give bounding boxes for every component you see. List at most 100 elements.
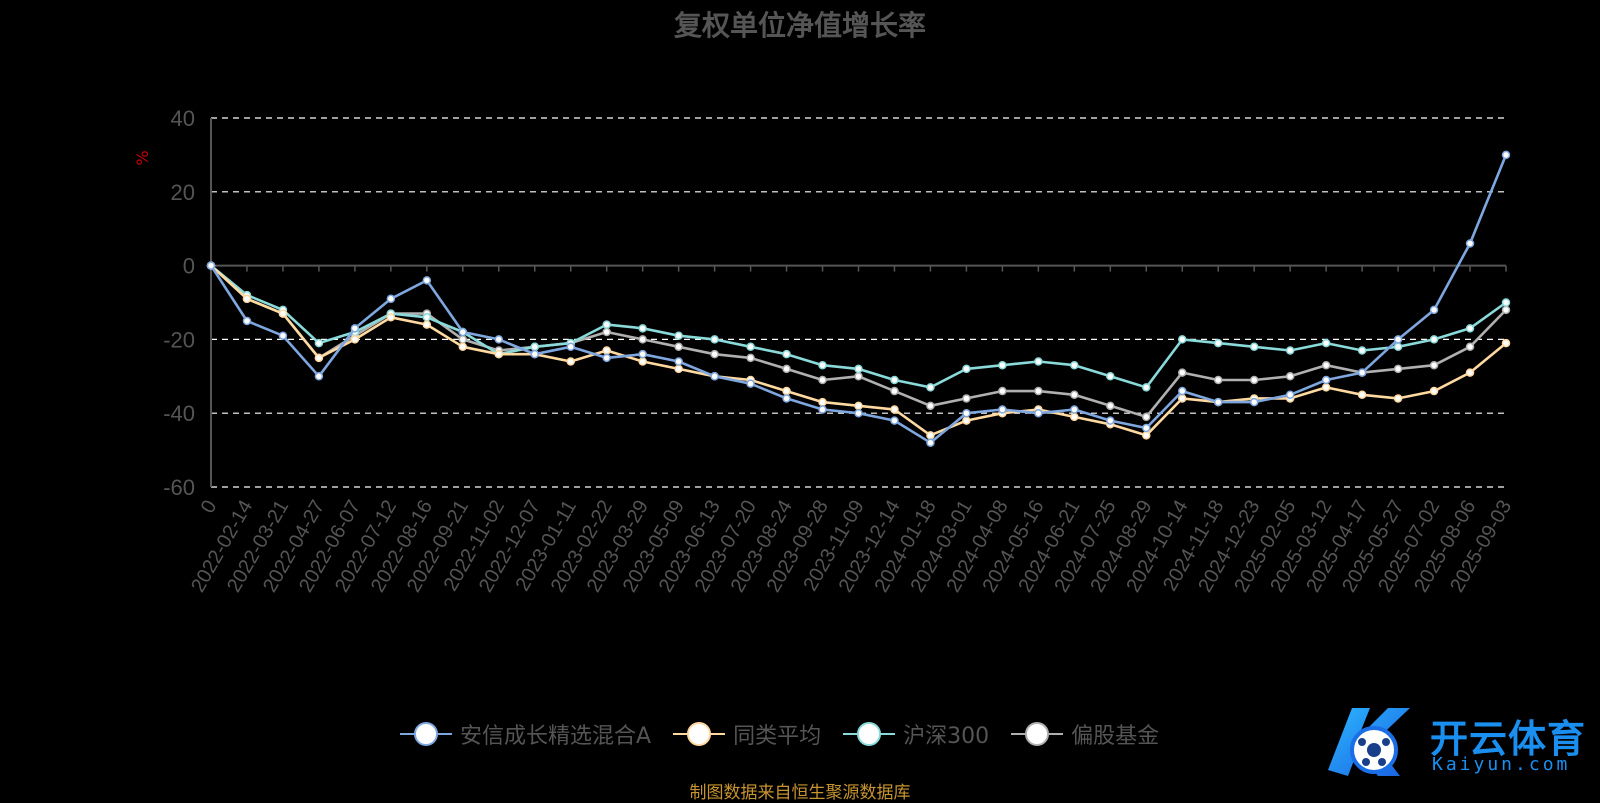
data-point bbox=[1070, 405, 1079, 414]
data-point bbox=[926, 438, 935, 447]
data-point bbox=[1034, 357, 1043, 366]
data-point bbox=[242, 294, 252, 304]
data-point bbox=[638, 357, 647, 366]
data-point bbox=[890, 375, 899, 385]
data-point bbox=[1249, 397, 1259, 407]
data-point bbox=[1429, 360, 1439, 370]
data-point bbox=[566, 342, 575, 352]
data-point bbox=[890, 416, 899, 425]
data-point bbox=[1465, 239, 1475, 248]
data-point bbox=[1429, 335, 1439, 344]
data-point bbox=[746, 342, 755, 352]
data-point bbox=[494, 349, 504, 359]
data-point bbox=[638, 335, 647, 344]
data-point bbox=[566, 357, 575, 366]
y-tick-label: 40 bbox=[171, 106, 195, 131]
series-line bbox=[209, 154, 1508, 445]
data-point bbox=[818, 375, 827, 385]
data-point bbox=[1465, 324, 1475, 333]
data-point bbox=[1465, 368, 1475, 377]
data-point bbox=[1142, 383, 1151, 392]
data-point bbox=[1393, 364, 1403, 374]
data-point bbox=[674, 331, 683, 340]
data-point bbox=[674, 364, 683, 374]
legend-item-peer-average[interactable]: 同类平均 bbox=[673, 718, 821, 750]
data-point bbox=[710, 349, 719, 359]
data-point bbox=[1501, 338, 1511, 348]
data-point bbox=[350, 324, 360, 333]
data-point bbox=[1106, 416, 1115, 425]
data-point bbox=[854, 408, 863, 418]
data-point bbox=[278, 331, 288, 340]
y-tick-label: -40 bbox=[163, 401, 195, 426]
legend-marker-fund bbox=[400, 722, 452, 746]
data-point bbox=[1321, 383, 1331, 392]
data-point bbox=[1393, 342, 1403, 352]
data-point bbox=[710, 335, 719, 344]
data-point bbox=[890, 405, 899, 414]
data-point bbox=[1178, 394, 1187, 403]
legend-item-csi300[interactable]: 沪深300 bbox=[843, 718, 989, 750]
data-point bbox=[458, 342, 468, 352]
data-point bbox=[1501, 305, 1511, 315]
y-axis-unit: % bbox=[133, 150, 152, 165]
data-point bbox=[674, 357, 683, 366]
data-point bbox=[962, 416, 971, 425]
legend-item-equity-funds[interactable]: 偏股基金 bbox=[1011, 718, 1159, 750]
y-tick-label: 0 bbox=[183, 254, 195, 279]
data-point bbox=[422, 276, 432, 285]
data-point bbox=[1070, 360, 1079, 370]
data-point bbox=[494, 335, 504, 344]
data-point bbox=[1178, 368, 1187, 377]
data-point bbox=[1465, 342, 1475, 352]
data-point bbox=[638, 349, 647, 359]
legend-label-peer-average: 同类平均 bbox=[733, 724, 822, 749]
legend: 安信成长精选混合A 同类平均 沪深300 偏股基金 bbox=[400, 718, 1159, 750]
data-point bbox=[746, 353, 755, 363]
data-point bbox=[962, 394, 971, 403]
data-point bbox=[1213, 375, 1223, 385]
data-point bbox=[350, 335, 360, 344]
data-point bbox=[854, 372, 863, 381]
data-point bbox=[1393, 335, 1403, 344]
data-point bbox=[1357, 368, 1367, 377]
data-point bbox=[818, 360, 827, 370]
data-point bbox=[782, 394, 791, 403]
data-point bbox=[818, 397, 827, 407]
data-point bbox=[1034, 408, 1043, 418]
data-point bbox=[386, 294, 396, 304]
data-point bbox=[530, 349, 539, 359]
logo-text: 开云体育 bbox=[1430, 717, 1587, 761]
data-point bbox=[998, 386, 1007, 396]
data-point bbox=[602, 346, 611, 355]
data-point bbox=[422, 320, 432, 329]
data-point bbox=[530, 342, 539, 352]
data-point bbox=[1142, 412, 1151, 422]
data-point bbox=[1213, 338, 1223, 348]
data-point bbox=[1178, 335, 1187, 344]
data-point bbox=[1142, 423, 1151, 433]
data-point bbox=[602, 327, 611, 337]
logo-subtext: Kaiyun.com bbox=[1432, 754, 1571, 775]
data-point bbox=[710, 372, 719, 381]
legend-item-fund[interactable]: 安信成长精选混合A bbox=[400, 718, 651, 750]
x-tick-label: 0 bbox=[197, 497, 222, 518]
data-point bbox=[998, 360, 1007, 370]
line-chart: 40200-20-40-60%02022-02-142022-03-212022… bbox=[133, 106, 1516, 596]
data-point bbox=[422, 313, 432, 322]
data-point bbox=[782, 364, 791, 374]
data-point bbox=[1285, 390, 1295, 399]
legend-label-equity-funds: 偏股基金 bbox=[1071, 724, 1160, 749]
data-point bbox=[962, 364, 971, 374]
data-point bbox=[1034, 386, 1043, 396]
y-tick-label: -20 bbox=[163, 327, 195, 352]
series-line bbox=[210, 264, 1507, 419]
data-point bbox=[1321, 338, 1331, 348]
data-point bbox=[1249, 342, 1259, 352]
data-point bbox=[1070, 412, 1079, 422]
data-point bbox=[746, 379, 755, 388]
data-point bbox=[1285, 372, 1295, 381]
data-point bbox=[314, 338, 324, 348]
data-point bbox=[1321, 375, 1331, 385]
legend-label-csi300: 沪深300 bbox=[903, 724, 990, 749]
